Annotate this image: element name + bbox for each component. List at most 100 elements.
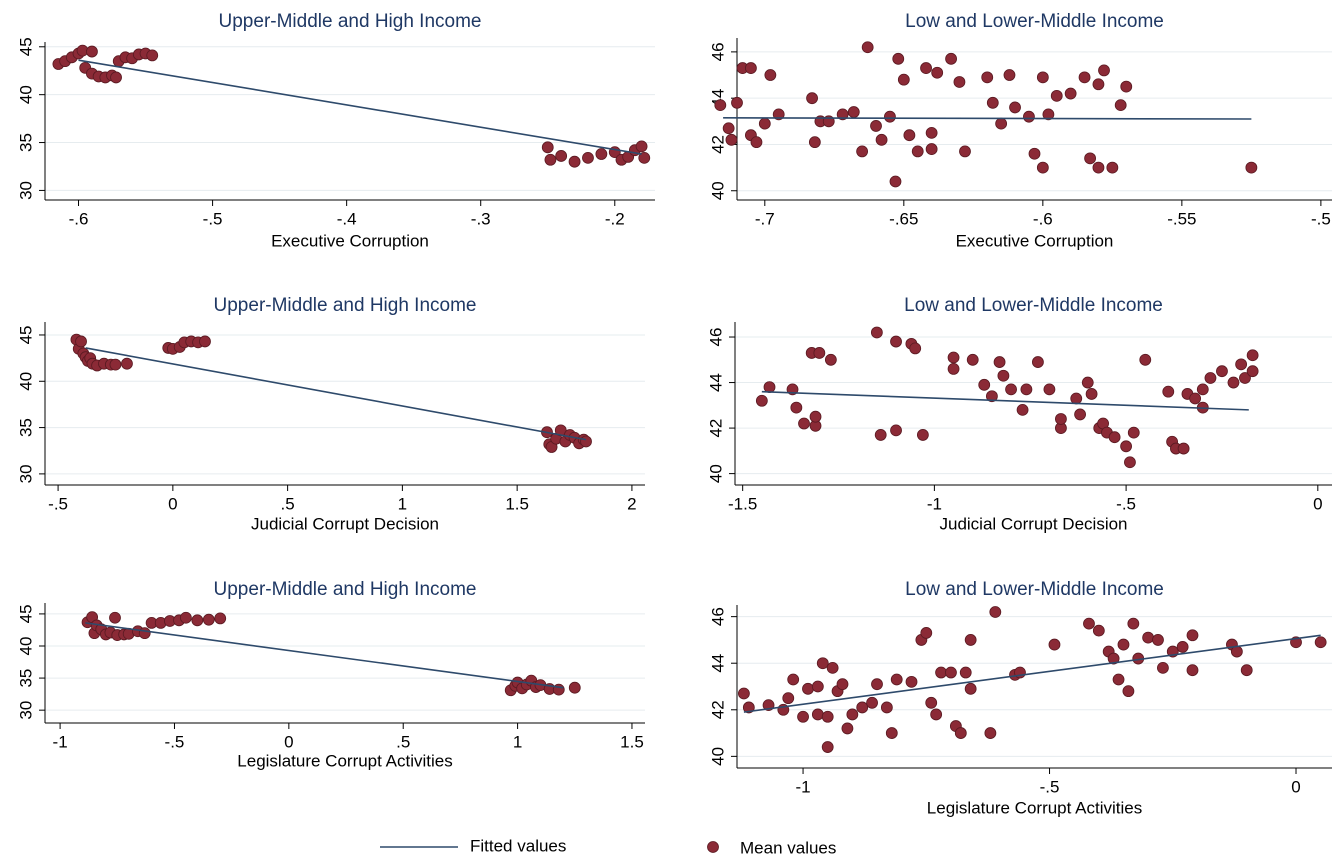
point [806, 92, 818, 105]
point [1216, 365, 1228, 378]
x-tick-label: -.55 [1167, 209, 1196, 228]
point [954, 727, 967, 739]
point [1032, 356, 1044, 368]
x-tick-label: .5 [396, 732, 410, 751]
point [890, 424, 902, 437]
y-tick-label: 40 [16, 637, 35, 656]
point [1124, 456, 1136, 469]
point [847, 106, 860, 118]
point [1127, 617, 1140, 630]
x-tick-label: 0 [1313, 494, 1322, 513]
point [880, 701, 893, 714]
point [1157, 661, 1169, 674]
y-tick-label: 30 [16, 701, 35, 720]
point [180, 611, 192, 624]
point [1092, 78, 1105, 91]
point [199, 335, 211, 348]
x-tick-label: -1 [927, 494, 942, 513]
point [802, 682, 814, 695]
x-tick-label: -.6 [69, 209, 89, 228]
x-tick-label: -.2 [605, 209, 625, 228]
point [731, 96, 743, 109]
point [582, 151, 594, 164]
point [1098, 64, 1110, 77]
point [1108, 431, 1121, 444]
point [725, 133, 738, 146]
point [916, 429, 929, 441]
y-tick-label: 46 [708, 607, 727, 626]
point [966, 353, 979, 366]
point [1085, 388, 1098, 400]
point [1042, 108, 1055, 121]
point [121, 357, 133, 370]
x-tick-label: 0 [168, 494, 177, 513]
x-tick-label: -.5 [48, 494, 68, 513]
point [841, 722, 854, 735]
point [813, 347, 826, 359]
point [986, 96, 999, 109]
fitted-line [85, 622, 564, 689]
point [964, 634, 977, 646]
legend-label: Mean values [740, 838, 836, 857]
point [1092, 161, 1105, 174]
point [945, 52, 957, 65]
x-axis-label: Executive Corruption [956, 231, 1114, 250]
point [1240, 664, 1253, 677]
x-tick-label: -.5 [1311, 209, 1331, 228]
point [1083, 617, 1095, 630]
point [821, 741, 834, 753]
point [897, 73, 910, 86]
point [1020, 383, 1033, 396]
point [997, 369, 1010, 382]
y-tick-label: 35 [16, 669, 35, 688]
point [758, 117, 771, 130]
y-tick-label: 40 [708, 181, 727, 200]
point [1112, 673, 1125, 686]
legend-marker [707, 841, 719, 853]
x-axis-label: Judicial Corrupt Decision [251, 514, 439, 533]
point [555, 150, 568, 162]
point [109, 611, 121, 624]
point [866, 696, 878, 709]
y-tick-label: 35 [16, 133, 35, 152]
point [984, 727, 997, 739]
point [764, 69, 777, 81]
point [909, 342, 922, 355]
point [1016, 403, 1029, 416]
point [1036, 71, 1049, 84]
point [86, 45, 98, 58]
point [1084, 152, 1097, 165]
x-tick-label: -1 [795, 777, 810, 796]
point [755, 394, 768, 407]
point [808, 136, 821, 149]
x-axis-label: Judicial Corrupt Decision [939, 514, 1127, 533]
chart-title: Upper-Middle and High Income [214, 295, 477, 316]
y-tick-label: 40 [16, 85, 35, 104]
point [1246, 349, 1259, 362]
point [1074, 408, 1086, 421]
point [890, 335, 902, 348]
y-tick-label: 44 [706, 373, 725, 392]
point [1009, 101, 1021, 114]
point [787, 673, 800, 686]
x-axis-label: Legislature Corrupt Activities [237, 751, 452, 770]
point [925, 143, 938, 155]
point [722, 122, 735, 135]
point [821, 710, 834, 723]
fitted-line [723, 117, 1252, 120]
point [1028, 147, 1041, 160]
point [1127, 426, 1140, 439]
point [989, 606, 1002, 618]
x-tick-label: 1.5 [505, 494, 529, 513]
point [1005, 383, 1017, 396]
x-tick-label: 1 [398, 494, 407, 513]
x-tick-label: 0 [1291, 777, 1300, 796]
point [568, 155, 581, 168]
point [1162, 385, 1175, 398]
point [580, 435, 592, 448]
point [214, 612, 227, 625]
y-tick-label: 30 [16, 181, 35, 200]
point [930, 708, 943, 721]
point [568, 681, 581, 694]
